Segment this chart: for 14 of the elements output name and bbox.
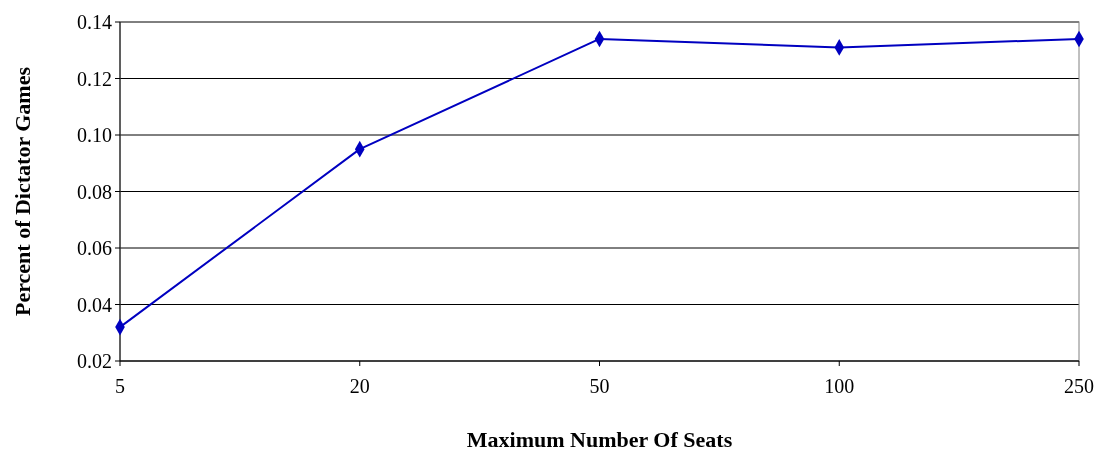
x-tick-label: 250: [1064, 375, 1094, 397]
x-tick-label: 20: [349, 375, 370, 397]
x-tick-label: 100: [824, 375, 855, 397]
y-tick-label: 0.02: [77, 350, 112, 372]
y-tick-label: 0.04: [77, 293, 112, 316]
y-tick-label: 0.06: [77, 237, 112, 259]
y-tick-label: 0.10: [77, 124, 112, 146]
x-tick-label: 5: [115, 375, 125, 397]
x-tick-label: 50: [589, 375, 610, 397]
y-tick-label: 0.14: [77, 11, 112, 33]
y-tick-label: 0.12: [77, 67, 112, 90]
y-tick-label: 0.08: [77, 180, 112, 203]
y-axis-title: Percent of Dictator Games: [10, 66, 35, 317]
x-axis-title: Maximum Number Of Seats: [466, 427, 733, 452]
